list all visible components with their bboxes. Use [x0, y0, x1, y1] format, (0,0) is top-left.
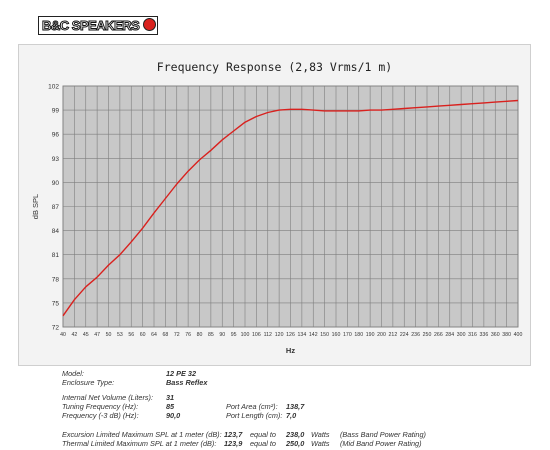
x-tick-label: 160 — [332, 332, 341, 338]
y-tick-label: 87 — [52, 204, 60, 211]
x-tick-label: 56 — [128, 332, 134, 338]
x-tick-label: 134 — [298, 332, 307, 338]
thermal-label: Thermal Limited Maximum SPL at 1 meter (… — [62, 439, 217, 448]
model-value: 12 PE 32 — [166, 369, 197, 378]
x-tick-label: 64 — [151, 332, 157, 338]
x-tick-label: 42 — [71, 332, 77, 338]
x-tick-label: 40 — [60, 332, 66, 338]
enclosure-value: Bass Reflex — [166, 378, 208, 387]
volume-value: 31 — [166, 393, 175, 402]
y-tick-label: 78 — [52, 276, 60, 283]
thermal-value: 123,9 — [224, 439, 243, 448]
x-tick-label: 400 — [514, 332, 523, 338]
thermal-note: (Mid Band Power Rating) — [340, 439, 422, 448]
x-tick-label: 120 — [275, 332, 284, 338]
x-tick-label: 90 — [219, 332, 225, 338]
chart-title: Frequency Response (2,83 Vrms/1 m) — [156, 60, 393, 74]
port-length-label: Port Length (cm): — [226, 411, 283, 420]
x-tick-label: 60 — [140, 332, 146, 338]
thermal-unit: Watts — [311, 439, 330, 448]
port-area-value: 138,7 — [286, 402, 305, 411]
freq3db-label: Frequency (-3 dB) (Hz): — [62, 411, 139, 420]
x-tick-label: 336 — [480, 332, 489, 338]
x-axis-label: Hz — [286, 346, 295, 355]
x-tick-label: 170 — [343, 332, 352, 338]
y-tick-label: 72 — [52, 325, 60, 332]
x-tick-label: 50 — [106, 332, 112, 338]
y-tick-label: 102 — [48, 84, 59, 91]
x-tick-label: 284 — [445, 332, 454, 338]
port-length-value: 7,0 — [286, 411, 297, 420]
excursion-unit: Watts — [311, 430, 330, 439]
specs-table: Model: 12 PE 32 Enclosure Type: Bass Ref… — [62, 369, 532, 449]
thermal-equal: equal to — [250, 439, 276, 448]
tuning-label: Tuning Frequency (Hz): — [62, 402, 139, 411]
x-tick-label: 300 — [457, 332, 466, 338]
x-tick-label: 316 — [468, 332, 477, 338]
y-tick-label: 99 — [52, 108, 60, 115]
excursion-label: Excursion Limited Maximum SPL at 1 meter… — [62, 430, 222, 439]
model-label: Model: — [62, 369, 84, 378]
x-tick-label: 112 — [264, 332, 272, 338]
excursion-note: (Bass Band Power Rating) — [340, 430, 426, 439]
excursion-value: 123,7 — [224, 430, 243, 439]
x-tick-label: 68 — [162, 332, 168, 338]
brand-logo: B&C SPEAKERS — [38, 16, 158, 35]
x-tick-label: 236 — [411, 332, 420, 338]
freq3db-value: 90,0 — [166, 411, 181, 420]
x-tick-label: 76 — [185, 332, 191, 338]
x-tick-label: 150 — [320, 332, 329, 338]
x-tick-label: 95 — [231, 332, 237, 338]
brand-logo-dot-icon — [143, 18, 156, 31]
x-tick-label: 106 — [252, 332, 261, 338]
x-tick-label: 250 — [423, 332, 432, 338]
x-tick-label: 47 — [94, 332, 100, 338]
x-tick-label: 180 — [354, 332, 363, 338]
port-area-label: Port Area (cm²): — [226, 402, 278, 411]
y-tick-label: 75 — [52, 300, 60, 307]
x-tick-label: 72 — [174, 332, 180, 338]
x-tick-label: 80 — [197, 332, 203, 338]
x-tick-label: 126 — [286, 332, 295, 338]
x-tick-label: 45 — [83, 332, 89, 338]
thermal-watts: 250,0 — [286, 439, 305, 448]
x-tick-label: 266 — [434, 332, 443, 338]
y-tick-label: 81 — [52, 252, 60, 259]
x-tick-label: 85 — [208, 332, 214, 338]
brand-logo-text: B&C SPEAKERS — [41, 18, 140, 34]
y-tick-label: 96 — [52, 132, 60, 139]
y-tick-label: 84 — [52, 228, 60, 235]
frequency-response-line — [62, 99, 519, 317]
excursion-watts: 238,0 — [286, 430, 305, 439]
x-tick-label: 224 — [400, 332, 409, 338]
x-tick-label: 212 — [389, 332, 398, 338]
x-tick-label: 53 — [117, 332, 123, 338]
tuning-value: 85 — [166, 402, 175, 411]
y-axis-label: dB SPL — [31, 194, 40, 219]
x-tick-label: 100 — [241, 332, 250, 338]
volume-label: Internal Net Volume (Liters): — [62, 393, 153, 402]
x-tick-label: 200 — [377, 332, 386, 338]
x-tick-label: 190 — [366, 332, 375, 338]
y-tick-label: 90 — [52, 180, 60, 187]
excursion-equal: equal to — [250, 430, 276, 439]
x-tick-label: 380 — [502, 332, 511, 338]
x-tick-label: 142 — [309, 332, 318, 338]
x-tick-label: 360 — [491, 332, 500, 338]
enclosure-label: Enclosure Type: — [62, 378, 115, 387]
y-tick-label: 93 — [52, 156, 60, 163]
